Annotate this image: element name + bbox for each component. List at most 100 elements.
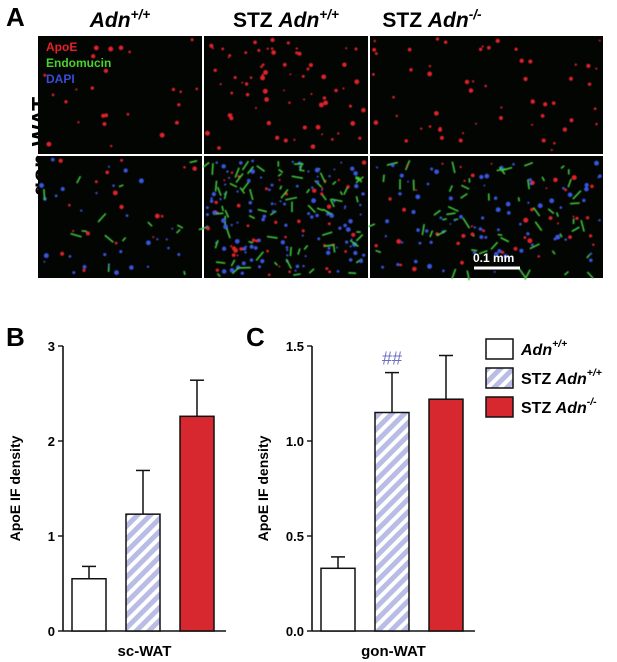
dapi-signal [449,223,452,225]
column-header-2-genotype: -/- [469,7,482,22]
apoe-signal [373,39,376,43]
dapi-signal [359,203,362,207]
apoe-signal [206,226,210,231]
apoe-signal [270,37,275,43]
apoe-signal [301,229,305,233]
legend-label-2-prefix: STZ [521,400,556,417]
dapi-signal [426,182,430,186]
apoe-signal [361,160,367,165]
dapi-signal [112,184,115,187]
stain-legend: ApoE Endomucin DAPI [46,40,111,86]
apoe-signal [283,89,285,92]
endomucin-signal [355,196,359,203]
apoe-signal [270,47,274,50]
column-header-2: STZ Adn-/- [382,7,482,32]
apoe-signal [528,59,533,64]
dapi-signal [472,251,476,255]
endomucin-signal [375,249,382,254]
dapi-signal [156,238,159,241]
dapi-signal [302,264,305,268]
apoe-signal [474,122,477,125]
apoe-signal [569,118,574,123]
endomucin-signal [329,198,335,208]
apoe-signal [297,51,302,56]
apoe-signal [374,244,378,248]
apoe-signal [569,76,573,81]
endomucin-signal [215,261,226,264]
apoe-signal [209,43,214,48]
endomucin-signal [319,172,327,184]
dapi-signal [249,244,254,249]
endomucin-signal [269,210,277,216]
apoe-signal [288,101,291,105]
y-tick-label: 2 [48,434,55,449]
dapi-signal [338,226,342,230]
apoe-signal [254,106,257,109]
dapi-signal [359,259,364,263]
dapi-signal [495,207,501,213]
x-axis-label: gon-WAT [361,643,426,660]
endomucin-signal [555,212,559,217]
apoe-signal [590,184,594,189]
dapi-signal [295,184,299,188]
dapi-signal [562,186,565,190]
apoe-signal [540,114,545,118]
legend-swatch-2 [485,396,514,418]
stain-label-endomucin: Endomucin [46,56,111,70]
apoe-signal [263,70,268,75]
apoe-signal [262,88,268,94]
apoe-signal [119,204,124,210]
dapi-signal [234,238,240,244]
endomucin-signal [339,191,344,196]
apoe-signal [482,229,486,233]
stain-label-apoe: ApoE [46,40,77,54]
image-stz-ko-red [370,36,603,154]
dapi-signal [236,190,239,193]
apoe-signal [230,171,234,174]
apoe-signal [519,58,524,63]
dapi-signal [415,194,421,200]
dapi-signal [238,161,243,165]
endomucin-signal [547,208,555,215]
apoe-signal [354,79,360,85]
dapi-signal [350,166,355,171]
apoe-signal [108,46,114,52]
endomucin-signal [460,184,470,190]
endomucin-signal [523,161,534,167]
dapi-signal [316,175,319,178]
dapi-signal [223,224,228,230]
y-tick-label: 1.0 [286,434,304,449]
apoe-signal [326,204,332,209]
endomucin-signal [429,230,434,238]
apoe-signal [412,266,417,272]
apoe-signal [388,197,392,201]
dapi-signal [582,198,586,203]
apoe-signal [90,86,95,90]
y-tick-label: 1 [48,529,55,544]
legend-label-0-gene: Adn [520,342,552,359]
dapi-signal [483,184,486,187]
endomucin-signal [572,190,582,200]
dapi-signal [280,240,285,245]
dapi-signal [241,261,246,266]
chart-c: 0.0 0.5 1.0 1.5 ApoE IF density gon-WAT ## [255,339,475,660]
endomucin-signal [176,224,184,229]
apoe-signal [328,270,332,274]
dapi-signal [229,268,235,273]
apoe-signal [266,120,271,126]
dapi-signal [54,194,58,198]
dapi-signal [95,191,98,195]
endomucin-signal [560,165,565,169]
dapi-signal [259,176,263,179]
apoe-signal [64,100,68,104]
apoe-signal [439,135,444,140]
dapi-signal [301,234,304,237]
apoe-signal [337,178,340,182]
apoe-signal [301,74,305,78]
dapi-signal [353,171,358,176]
apoe-signal [183,166,186,169]
legend-label-0: Adn+/+ [520,339,567,359]
apoe-signal [428,64,432,68]
apoe-signal [274,220,278,225]
dapi-signal [244,251,247,254]
